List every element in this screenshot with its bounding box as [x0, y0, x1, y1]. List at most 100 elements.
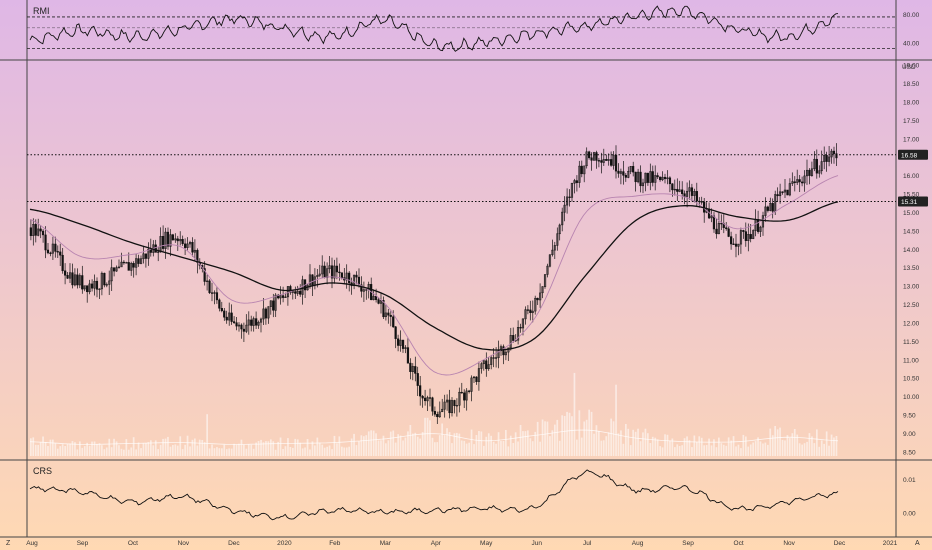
price-tick-label: 17.50	[903, 118, 920, 125]
candle-body	[651, 171, 654, 183]
candle-body	[438, 411, 441, 418]
price-tick-label: 9.00	[903, 431, 916, 438]
candle-body	[678, 189, 681, 192]
volume-bar	[544, 421, 546, 456]
candle-body	[448, 399, 451, 414]
volume-bar	[774, 426, 776, 456]
volume-bar	[201, 440, 204, 456]
volume-bar	[637, 428, 639, 456]
volume-bar	[338, 436, 341, 456]
volume-bar	[661, 447, 664, 456]
time-axis-label: 2021	[883, 540, 898, 547]
candle-body	[801, 181, 804, 184]
volume-bar	[260, 439, 262, 456]
candle-body	[468, 390, 471, 392]
candle-body	[676, 188, 679, 192]
volume-bar	[475, 435, 478, 456]
volume-bar	[412, 433, 414, 456]
candle-body	[668, 177, 672, 185]
candle-body	[732, 243, 735, 245]
volume-bar	[509, 435, 512, 456]
candle-body	[570, 182, 574, 198]
candle-body	[291, 291, 294, 293]
auto-scale-button[interactable]: A	[915, 540, 920, 547]
volume-bar	[622, 443, 625, 456]
volume-bar	[169, 446, 172, 456]
volume-bar	[164, 438, 167, 456]
volume-bar	[803, 443, 806, 456]
time-axis-label: Aug	[632, 540, 644, 547]
volume-bar	[629, 445, 632, 456]
volume-bar	[419, 438, 421, 456]
volume-bar	[468, 442, 470, 456]
candle-body	[269, 300, 272, 307]
candle-body	[688, 187, 691, 192]
candle-body	[362, 289, 365, 292]
candle-body	[338, 271, 341, 274]
candle-body	[553, 245, 556, 251]
volume-bar	[492, 441, 495, 456]
candle-body	[252, 318, 255, 326]
volume-bar	[588, 409, 590, 456]
candle-body	[673, 188, 676, 191]
volume-bar	[159, 444, 162, 456]
candle-body	[561, 211, 564, 226]
volume-bar	[527, 430, 529, 456]
candle-body	[294, 291, 297, 294]
volume-bar	[683, 438, 686, 456]
volume-bar	[801, 444, 803, 456]
candle-body	[487, 364, 490, 370]
candle-body	[188, 242, 192, 245]
volume-bar	[759, 441, 762, 456]
volume-bar	[115, 441, 118, 456]
volume-bar	[813, 443, 816, 456]
candle-body	[810, 168, 814, 176]
candle-body	[191, 242, 194, 253]
volume-bar	[331, 449, 333, 456]
candle-body	[497, 350, 500, 358]
volume-bar	[167, 436, 169, 456]
volume-bar	[86, 442, 88, 456]
volume-bar	[240, 439, 243, 456]
price-tick-label: 18.00	[903, 100, 920, 107]
candle-body	[548, 254, 552, 267]
candle-body	[480, 363, 483, 369]
timezone-marker[interactable]: Z	[6, 540, 11, 547]
volume-bar	[776, 429, 779, 456]
candle-body	[690, 187, 694, 196]
candle-body	[602, 159, 605, 163]
candle-body	[59, 251, 62, 256]
volume-bar	[69, 443, 71, 456]
volume-bar	[771, 435, 774, 456]
price-currency-label: USD	[902, 64, 916, 71]
volume-bar	[279, 437, 282, 456]
price-tick-label: 18.50	[903, 81, 920, 88]
volume-bar	[397, 434, 399, 456]
candle-body	[761, 215, 765, 228]
volume-bar	[598, 430, 600, 456]
volume-bar	[88, 445, 91, 456]
volume-bar	[642, 432, 644, 456]
candle-body	[127, 262, 130, 271]
time-axis-label: Dec	[228, 540, 240, 547]
volume-bar	[34, 444, 37, 456]
candle-body	[463, 392, 466, 401]
volume-bar	[700, 437, 703, 456]
candle-body	[213, 292, 216, 294]
volume-bar	[659, 446, 661, 456]
volume-bar	[147, 442, 150, 456]
crs-pane: 0.01 0.00	[29, 469, 916, 521]
volume-bar	[458, 433, 461, 456]
volume-bar	[708, 438, 710, 456]
candle-body	[827, 156, 831, 162]
candle-body	[419, 385, 422, 397]
volume-bar	[299, 442, 301, 456]
candle-body	[725, 227, 728, 230]
candle-body	[742, 230, 745, 232]
candle-body	[220, 308, 223, 312]
volume-bar	[318, 442, 321, 456]
volume-bar	[206, 414, 208, 456]
candle-body	[485, 360, 488, 370]
candle-body	[592, 152, 596, 161]
